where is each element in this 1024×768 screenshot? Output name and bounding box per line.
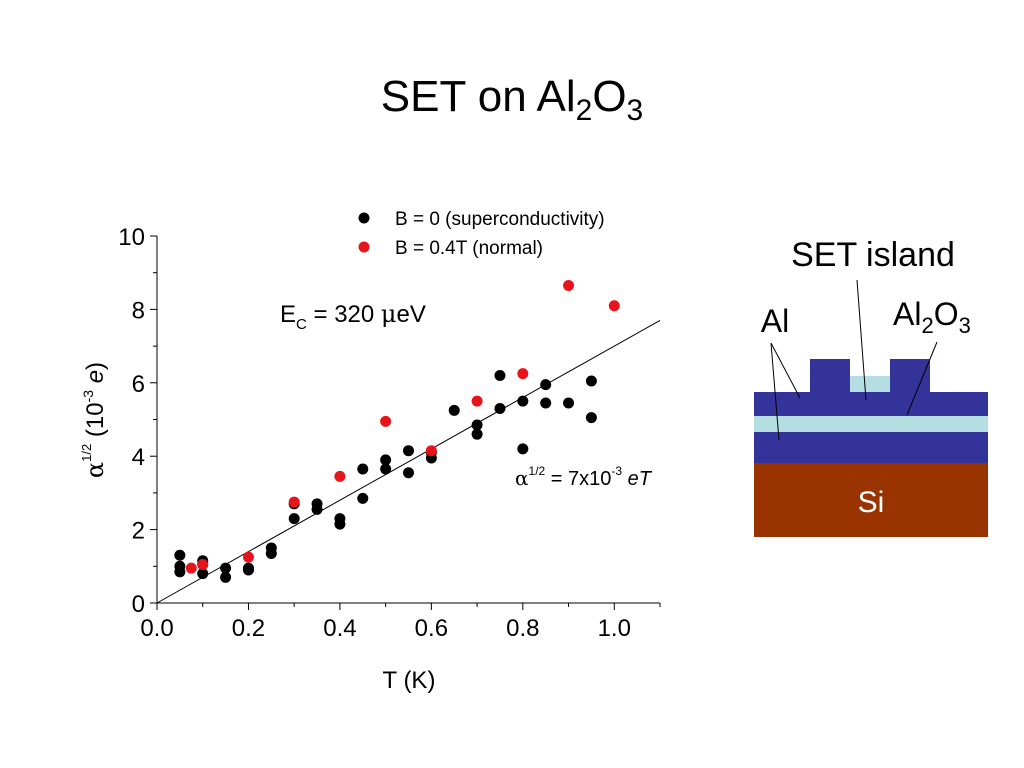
fit-equation-annotation: α1/2 = 7x10-3 eT <box>515 464 653 490</box>
island-pointer <box>856 279 867 401</box>
charging-energy-annotation: EC = 320 μeV <box>280 300 426 333</box>
data-point-b0 <box>265 547 277 559</box>
al-label: Al <box>761 303 789 339</box>
al2o3-label: Al2O3 <box>893 296 971 338</box>
legend-marker <box>358 212 370 224</box>
si-label: Si <box>858 486 885 519</box>
data-point-b0 <box>288 513 300 525</box>
data-point-b0 <box>448 404 460 416</box>
data-point-b0 <box>357 463 369 475</box>
data-point-b0 <box>197 568 209 580</box>
data-point-b0 <box>494 402 506 414</box>
set-island-label: SET island <box>791 236 955 274</box>
data-point-b04 <box>185 562 197 574</box>
data-point-b0 <box>380 463 392 475</box>
al-pointer-2 <box>770 342 780 441</box>
data-point-b0 <box>585 375 597 387</box>
data-point-b0 <box>517 395 529 407</box>
title-subscript-2: 2 <box>575 94 593 127</box>
title-subscript-3: 3 <box>626 94 644 127</box>
oxide-layer <box>754 416 988 432</box>
fit-line <box>156 319 661 604</box>
al-bottom-layer <box>754 432 988 463</box>
al2o3-pointer <box>906 341 938 416</box>
data-point-b0 <box>174 549 186 561</box>
x-tick-label: 0.6 <box>415 615 448 642</box>
data-point-b04 <box>425 445 437 457</box>
data-point-b0 <box>563 397 575 409</box>
data-point-b0 <box>403 445 414 457</box>
fit-line-group <box>156 319 661 604</box>
data-point-b0 <box>380 454 392 466</box>
chart-axes: 0.0 0.2 0.4 0.6 0.8 1.0 0 2 4 6 8 10 <box>118 224 661 642</box>
x-axis-label: T (K) <box>383 667 436 694</box>
data-point-b0 <box>540 379 552 391</box>
data-point-b0 <box>540 397 552 409</box>
set-island-block <box>842 392 898 416</box>
data-point-b0 <box>357 492 369 504</box>
data-point-b04 <box>288 496 300 508</box>
y-tick-label: 0 <box>132 591 145 618</box>
si-substrate <box>754 463 988 537</box>
data-point-b0 <box>585 412 597 424</box>
x-tick-label: 0.2 <box>232 615 265 642</box>
data-point-b0 <box>242 564 254 576</box>
x-tick-label: 0.0 <box>140 615 173 642</box>
data-point-b04 <box>563 280 575 292</box>
data-point-b04 <box>197 558 209 570</box>
y-tick-label: 2 <box>132 518 145 545</box>
x-tick-label: 0.4 <box>323 615 356 642</box>
chart-legend: B = 0 (superconductivity) B = 0.4T (norma… <box>358 209 605 259</box>
data-point-b0 <box>311 503 323 515</box>
data-point-b0 <box>494 369 506 381</box>
data-point-b0 <box>220 562 232 574</box>
legend-label: B = 0.4T (normal) <box>395 238 543 259</box>
data-point-b0 <box>403 467 414 479</box>
data-point-b04 <box>608 300 620 312</box>
al-pointer-1 <box>770 342 801 399</box>
data-point-b0 <box>334 518 346 530</box>
slide-title: SET on Al2O3 <box>0 72 1024 126</box>
data-point-b0 <box>471 419 483 431</box>
x-tick-label: 0.8 <box>506 615 539 642</box>
data-point-b04 <box>242 551 254 563</box>
data-point-b0 <box>220 571 232 583</box>
data-point-b04 <box>334 470 346 482</box>
y-tick-label: 8 <box>132 297 145 324</box>
data-points <box>174 280 620 583</box>
y-tick-label: 6 <box>132 371 145 398</box>
data-point-b0 <box>517 443 529 455</box>
y-tick-label: 4 <box>132 444 145 471</box>
data-point-b04 <box>517 368 529 380</box>
title-text-o: O <box>592 72 627 121</box>
y-axis-label: α1/2 (10-3 e) <box>79 362 109 478</box>
x-tick-label: 1.0 <box>598 615 631 642</box>
title-text: SET on Al <box>380 72 576 121</box>
data-point-b0 <box>471 428 483 440</box>
data-point-b0 <box>174 566 186 578</box>
y-tick-label: 10 <box>118 224 145 251</box>
data-point-b04 <box>380 415 392 427</box>
legend-marker <box>358 241 370 253</box>
legend-label: B = 0 (superconductivity) <box>395 209 605 230</box>
set-device-diagram: Si SET island Al Al2O3 <box>754 236 988 537</box>
data-point-b04 <box>471 395 483 407</box>
